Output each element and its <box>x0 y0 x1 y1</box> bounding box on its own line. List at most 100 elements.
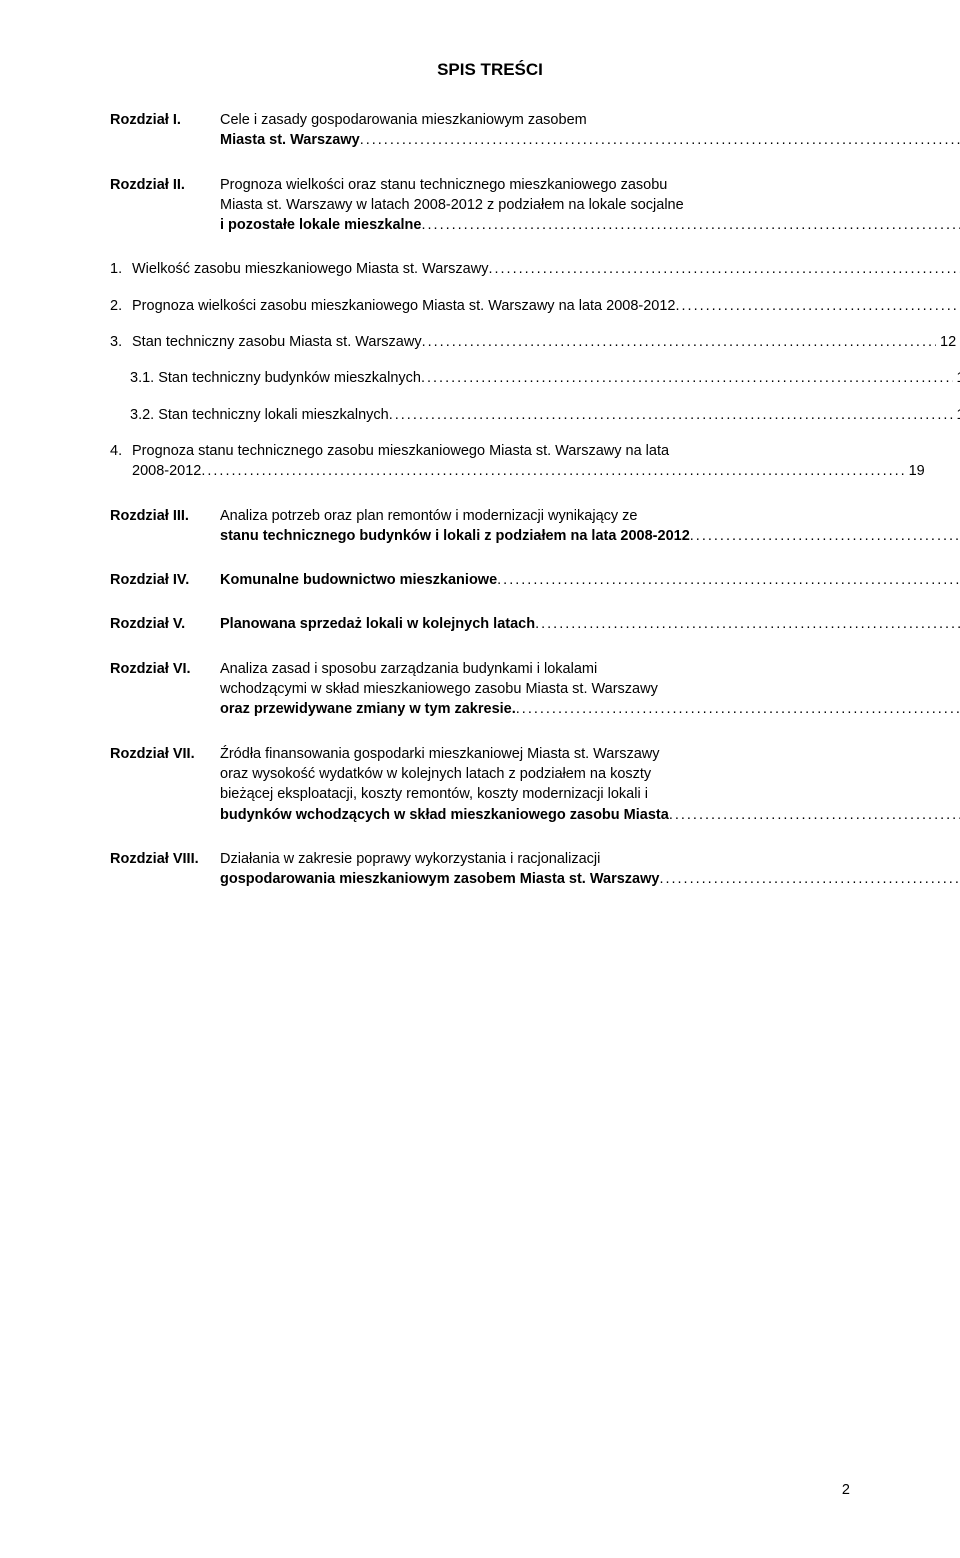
toc-entry-last-line: Miasta st. Warszawy.....................… <box>220 130 960 150</box>
toc-entry-label <box>110 405 130 425</box>
toc-entry-page: 16 <box>953 405 960 425</box>
toc-entry: Rozdział V.Planowana sprzedaż lokali w k… <box>110 614 870 634</box>
toc-leader-dots: ........................................… <box>421 368 953 388</box>
toc-entry: Rozdział VIII.Działania w zakresie popra… <box>110 849 870 890</box>
toc-entry: 3.1. Stan techniczny budynków mieszkalny… <box>110 368 870 388</box>
toc-entry-line: Działania w zakresie poprawy wykorzystan… <box>220 849 960 869</box>
toc-entry: 4.Prognoza stanu technicznego zasobu mie… <box>110 441 870 482</box>
toc-entry-label: Rozdział V. <box>110 614 220 634</box>
toc-entry-body: Planowana sprzedaż lokali w kolejnych la… <box>220 614 960 634</box>
toc-entry-label: Rozdział IV. <box>110 570 220 590</box>
toc-entry: 3.Stan techniczny zasobu Miasta st. Wars… <box>110 332 870 352</box>
toc-entry-line: oraz wysokość wydatków w kolejnych latac… <box>220 764 960 784</box>
toc-entry-text: Komunalne budownictwo mieszkaniowe <box>220 570 497 590</box>
toc-entry-last-line: 2008-2012...............................… <box>132 461 925 481</box>
toc-entry-line: Analiza zasad i sposobu zarządzania budy… <box>220 659 960 679</box>
toc-entry-last-line: Komunalne budownictwo mieszkaniowe......… <box>220 570 960 590</box>
toc-entry-line: Prognoza stanu technicznego zasobu miesz… <box>132 441 925 461</box>
page-number: 2 <box>842 1482 850 1498</box>
toc-leader-dots: ........................................… <box>488 259 960 279</box>
toc-leader-dots: ........................................… <box>497 570 960 590</box>
toc-entry-line: Cele i zasady gospodarowania mieszkaniow… <box>220 110 960 130</box>
toc-entry-text: Planowana sprzedaż lokali w kolejnych la… <box>220 614 535 634</box>
toc-entry-last-line: Wielkość zasobu mieszkaniowego Miasta st… <box>132 259 960 279</box>
toc-entry-last-line: 3.1. Stan techniczny budynków mieszkalny… <box>130 368 960 388</box>
toc-leader-dots: ........................................… <box>360 130 960 150</box>
toc-entry-last-line: 3.2. Stan techniczny lokali mieszkalnych… <box>130 405 960 425</box>
toc-entry-body: Cele i zasady gospodarowania mieszkaniow… <box>220 110 960 151</box>
toc-entry-text: gospodarowania mieszkaniowym zasobem Mia… <box>220 869 659 889</box>
toc-entry-label: Rozdział VIII. <box>110 849 220 890</box>
toc-leader-dots: ........................................… <box>659 869 960 889</box>
toc-entry-text: oraz przewidywane zmiany w tym zakresie. <box>220 699 516 719</box>
toc-leader-dots: ........................................… <box>422 332 936 352</box>
toc-leader-dots: ........................................… <box>201 461 904 481</box>
toc-entry-body: Prognoza stanu technicznego zasobu miesz… <box>132 441 925 482</box>
toc-entry-last-line: Prognoza wielkości zasobu mieszkaniowego… <box>132 296 960 316</box>
toc-entry-text: stanu technicznego budynków i lokali z p… <box>220 526 690 546</box>
toc-entry-label <box>110 368 130 388</box>
toc-leader-dots: ........................................… <box>690 526 960 546</box>
toc-entry-last-line: stanu technicznego budynków i lokali z p… <box>220 526 960 546</box>
toc-entry-label: Rozdział II. <box>110 175 220 236</box>
toc-entry-text: i pozostałe lokale mieszkalne <box>220 215 421 235</box>
toc-entry-body: 3.2. Stan techniczny lokali mieszkalnych… <box>130 405 960 425</box>
toc-entry: Rozdział II.Prognoza wielkości oraz stan… <box>110 175 870 236</box>
toc-entry: 1.Wielkość zasobu mieszkaniowego Miasta … <box>110 259 870 279</box>
toc-entry: Rozdział IV.Komunalne budownictwo mieszk… <box>110 570 870 590</box>
toc-entry-line: Miasta st. Warszawy w latach 2008-2012 z… <box>220 195 960 215</box>
toc-leader-dots: ........................................… <box>421 215 960 235</box>
toc-entry-line: bieżącej eksploatacji, koszty remontów, … <box>220 784 960 804</box>
toc-entry-label: Rozdział III. <box>110 506 220 547</box>
toc-entry-text: 2008-2012 <box>132 461 201 481</box>
toc-entry-last-line: i pozostałe lokale mieszkalne...........… <box>220 215 960 235</box>
toc-entry-page: 12 <box>936 332 956 352</box>
toc-leader-dots: ........................................… <box>516 699 960 719</box>
toc-entry-body: Wielkość zasobu mieszkaniowego Miasta st… <box>132 259 960 279</box>
toc-entry-body: Analiza zasad i sposobu zarządzania budy… <box>220 659 960 720</box>
toc-entry-body: Źródła finansowania gospodarki mieszkani… <box>220 744 960 825</box>
toc-entry-last-line: oraz przewidywane zmiany w tym zakresie.… <box>220 699 960 719</box>
toc-entry-last-line: Planowana sprzedaż lokali w kolejnych la… <box>220 614 960 634</box>
toc-entry-last-line: Stan techniczny zasobu Miasta st. Warsza… <box>132 332 956 352</box>
toc-leader-dots: ........................................… <box>675 296 960 316</box>
toc-entry: Rozdział III.Analiza potrzeb oraz plan r… <box>110 506 870 547</box>
toc-leader-dots: ........................................… <box>669 805 960 825</box>
toc-entry-text: 3.2. Stan techniczny lokali mieszkalnych <box>130 405 389 425</box>
toc-leader-dots: ........................................… <box>389 405 953 425</box>
toc-entry-text: 3.1. Stan techniczny budynków mieszkalny… <box>130 368 421 388</box>
toc-entry: Rozdział I.Cele i zasady gospodarowania … <box>110 110 870 151</box>
toc-entry-text: Stan techniczny zasobu Miasta st. Warsza… <box>132 332 422 352</box>
toc-entry-body: Stan techniczny zasobu Miasta st. Warsza… <box>132 332 956 352</box>
toc-entry: 3.2. Stan techniczny lokali mieszkalnych… <box>110 405 870 425</box>
toc-entry: Rozdział VI.Analiza zasad i sposobu zarz… <box>110 659 870 720</box>
toc-entry-body: Komunalne budownictwo mieszkaniowe......… <box>220 570 960 590</box>
toc-entry-body: Analiza potrzeb oraz plan remontów i mod… <box>220 506 960 547</box>
toc-entry-label: Rozdział VII. <box>110 744 220 825</box>
toc-entry: 2.Prognoza wielkości zasobu mieszkaniowe… <box>110 296 870 316</box>
toc-entry-text: Wielkość zasobu mieszkaniowego Miasta st… <box>132 259 488 279</box>
toc-leader-dots: ........................................… <box>535 614 960 634</box>
toc-entry-label: 4. <box>110 441 132 482</box>
toc-entry-page: 19 <box>905 461 925 481</box>
toc-entry-label: Rozdział I. <box>110 110 220 151</box>
page-title: SPIS TREŚCI <box>110 60 870 80</box>
toc-entry-label: Rozdział VI. <box>110 659 220 720</box>
toc-entry-text: budynków wchodzących w skład mieszkaniow… <box>220 805 669 825</box>
toc-entry-last-line: gospodarowania mieszkaniowym zasobem Mia… <box>220 869 960 889</box>
toc-entry-line: Prognoza wielkości oraz stanu techniczne… <box>220 175 960 195</box>
toc-entry-body: Prognoza wielkości zasobu mieszkaniowego… <box>132 296 960 316</box>
toc-entry-body: 3.1. Stan techniczny budynków mieszkalny… <box>130 368 960 388</box>
toc-entry-line: Analiza potrzeb oraz plan remontów i mod… <box>220 506 960 526</box>
toc-entry-line: Źródła finansowania gospodarki mieszkani… <box>220 744 960 764</box>
toc-entry-text: Miasta st. Warszawy <box>220 130 360 150</box>
toc-entry-body: Prognoza wielkości oraz stanu techniczne… <box>220 175 960 236</box>
toc-entry-label: 2. <box>110 296 132 316</box>
toc-entry-label: 1. <box>110 259 132 279</box>
toc-entry-body: Działania w zakresie poprawy wykorzystan… <box>220 849 960 890</box>
toc-entry-text: Prognoza wielkości zasobu mieszkaniowego… <box>132 296 675 316</box>
toc-entry-line: wchodzącymi w skład mieszkaniowego zasob… <box>220 679 960 699</box>
toc-entry-last-line: budynków wchodzących w skład mieszkaniow… <box>220 805 960 825</box>
toc-entry-page: 12 <box>953 368 960 388</box>
toc-entry-label: 3. <box>110 332 132 352</box>
